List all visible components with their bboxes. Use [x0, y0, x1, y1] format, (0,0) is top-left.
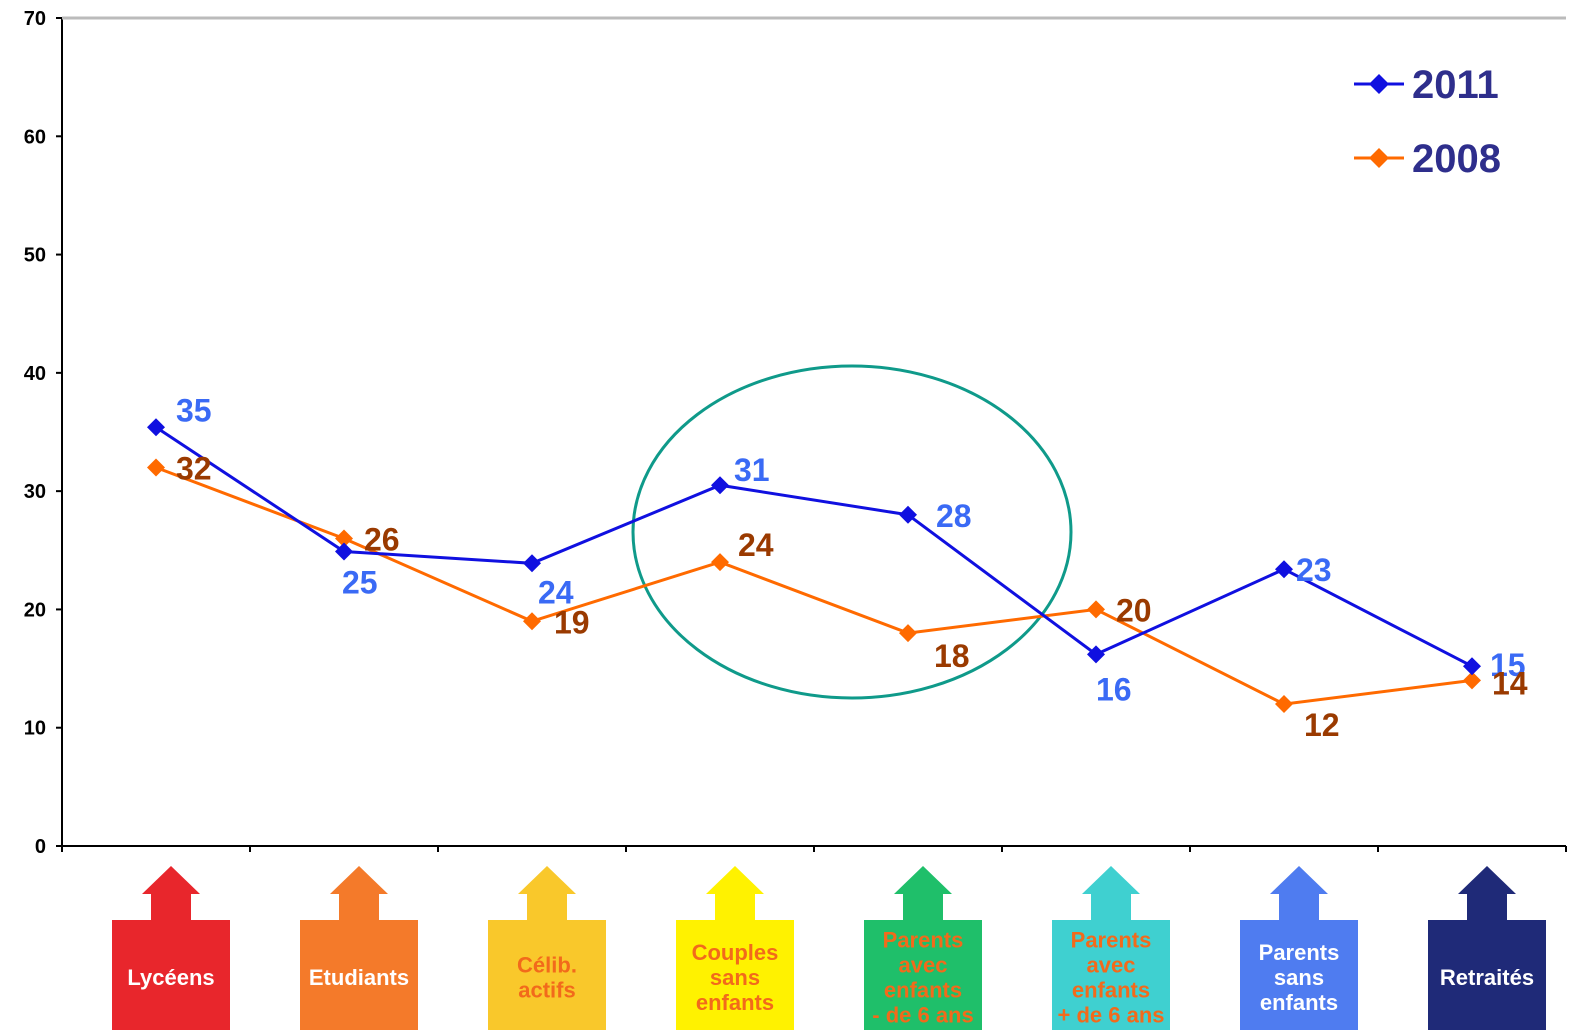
category-arrow — [1240, 866, 1358, 1030]
category-arrow — [1428, 866, 1546, 1030]
data-point-2008 — [523, 612, 541, 631]
category-marker: Couples sans enfants — [676, 866, 794, 1030]
y-tick-label: 50 — [24, 245, 46, 267]
data-label-2008: 20 — [1116, 592, 1152, 628]
category-label-line: enfants — [696, 990, 774, 1015]
category-label-line: enfants — [1260, 990, 1338, 1015]
data-label-2011: 15 — [1490, 647, 1526, 683]
data-point-2008 — [711, 553, 729, 572]
data-point-2011 — [711, 476, 729, 495]
y-tick-label: 0 — [35, 836, 46, 858]
category-label: Etudiants — [309, 965, 409, 990]
series — [147, 418, 1481, 714]
category-label-line: Etudiants — [309, 965, 409, 990]
category-label: Couples sans enfants — [692, 940, 779, 1015]
legend: 2011 2008 — [1354, 63, 1501, 181]
data-label-2008: 26 — [364, 521, 400, 557]
data-label-2008: 32 — [176, 450, 212, 486]
y-tick-label: 70 — [24, 8, 46, 30]
x-axis — [61, 845, 1567, 852]
data-label-2011: 28 — [936, 498, 972, 534]
data-point-2008 — [1087, 600, 1105, 619]
category-label-line: - de 6 ans — [872, 1003, 973, 1028]
category-arrow — [488, 866, 606, 1030]
category-label-line: Célib. — [517, 953, 577, 978]
data-label-2011: 24 — [538, 574, 574, 610]
category-label-line: enfants — [884, 978, 962, 1003]
data-point-2011 — [335, 542, 353, 561]
data-label-2011: 25 — [342, 564, 378, 600]
category-label-line: sans — [1274, 965, 1324, 990]
category-label: Parents sans enfants — [1259, 940, 1340, 1015]
category-marker: Parents avec enfants + de 6 ans — [1052, 866, 1170, 1030]
category-marker: Etudiants — [300, 866, 418, 1030]
y-tick-label: 10 — [24, 718, 46, 740]
data-point-2008 — [1463, 671, 1481, 690]
category-marker: Célib. actifs — [488, 866, 606, 1030]
series-line-2011 — [155, 426, 1473, 668]
data-label-2008: 24 — [738, 527, 774, 563]
data-point-2008 — [899, 624, 917, 643]
data-point-2011 — [899, 505, 917, 524]
category-label-line: avec — [899, 953, 948, 978]
data-point-2011 — [523, 554, 541, 573]
data-point-2008 — [1275, 695, 1293, 714]
y-tick-label: 40 — [24, 363, 46, 385]
category-label: Retraités — [1440, 965, 1534, 990]
data-point-2011 — [1463, 657, 1481, 676]
data-label-2008: 14 — [1492, 665, 1528, 701]
category-label-line: Lycéens — [127, 965, 214, 990]
y-tick-label: 30 — [24, 481, 46, 503]
data-label-2011: 23 — [1296, 552, 1332, 588]
data-point-2008 — [147, 458, 165, 477]
category-label: Lycéens — [127, 965, 214, 990]
category-label-line: Parents — [1259, 940, 1340, 965]
category-label-line: actifs — [518, 978, 575, 1003]
category-marker: Lycéens — [112, 866, 230, 1030]
category-label: Parents avec enfants + de 6 ans — [1057, 928, 1164, 1028]
category-label-line: Parents — [1071, 928, 1152, 953]
category-label-line: Parents — [883, 928, 964, 953]
category-label: Célib. actifs — [517, 953, 577, 1003]
legend-marker-2011 — [1369, 74, 1389, 94]
category-marker: Retraités — [1428, 866, 1546, 1030]
legend-label-2011: 2011 — [1412, 63, 1499, 107]
category-label-line: + de 6 ans — [1057, 1003, 1164, 1028]
data-point-2011 — [147, 418, 165, 437]
y-tick-label: 60 — [24, 126, 46, 148]
annotations — [631, 364, 1073, 700]
category-label-line: sans — [710, 965, 760, 990]
data-label-2011: 16 — [1096, 671, 1132, 707]
data-point-2011 — [1275, 560, 1293, 579]
data-point-2008 — [335, 529, 353, 548]
data-label-2011: 35 — [176, 392, 212, 428]
data-label-2008: 18 — [934, 638, 970, 674]
y-axis: 0 10 20 30 40 50 60 70 — [24, 8, 1566, 858]
data-point-2011 — [1087, 645, 1105, 664]
category-arrow — [864, 866, 982, 1030]
highlight-ellipse — [631, 364, 1073, 700]
category-label-line: Retraités — [1440, 965, 1534, 990]
data-label-2011: 31 — [734, 452, 770, 488]
category-label-line: Couples — [692, 940, 779, 965]
category-label-line: avec — [1087, 953, 1136, 978]
category-label-line: enfants — [1072, 978, 1150, 1003]
category-arrow — [1052, 866, 1170, 1030]
category-arrow — [300, 866, 418, 1030]
category-marker: Parents avec enfants - de 6 ans — [864, 866, 982, 1030]
category-arrow — [676, 866, 794, 1030]
category-label: Parents avec enfants - de 6 ans — [872, 928, 973, 1028]
y-tick-label: 20 — [24, 599, 46, 621]
data-label-2008: 12 — [1304, 707, 1340, 743]
legend-marker-2008 — [1369, 148, 1389, 168]
data-label-2008: 19 — [554, 604, 590, 640]
category-arrow — [112, 866, 230, 1030]
legend-label-2008: 2008 — [1412, 137, 1501, 181]
category-marker: Parents sans enfants — [1240, 866, 1358, 1030]
